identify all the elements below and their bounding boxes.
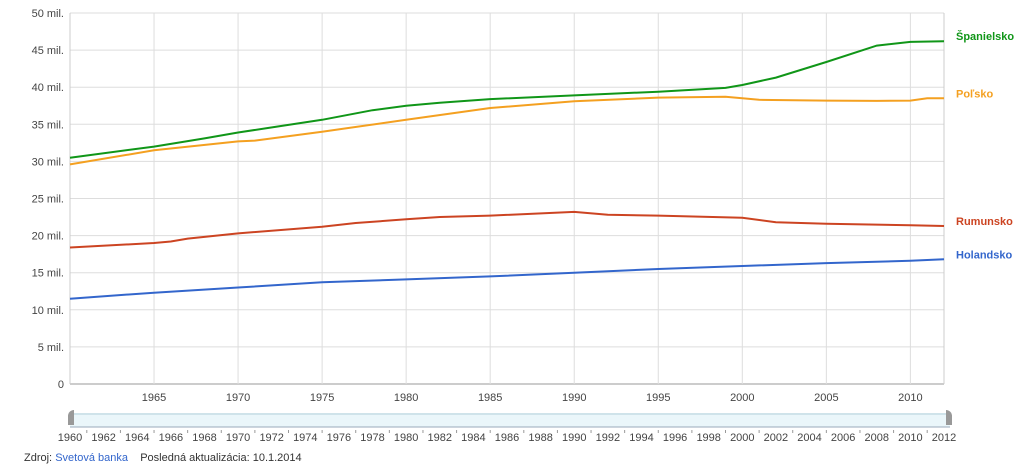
y-tick-label: 15 mil. xyxy=(32,268,64,280)
source-link[interactable]: Svetová banka xyxy=(55,452,128,464)
series-line-Španielsko xyxy=(69,40,945,159)
slider-year-label: 1992 xyxy=(596,432,620,444)
slider-year-label: 1990 xyxy=(562,432,586,444)
y-tick-label: 40 mil. xyxy=(32,82,64,94)
y-tick-label: 10 mil. xyxy=(32,305,64,317)
line-chart: 0 5 mil. 10 mil. 15 mil. 20 mil. 25 mil. 30 mi… xyxy=(32,8,1015,444)
x-tick-label: 1990 xyxy=(562,392,586,404)
legend-label: Holandsko xyxy=(956,249,1013,261)
series-line-Rumunsko xyxy=(69,210,945,249)
slider-year-label: 1970 xyxy=(226,432,250,444)
slider-year-label: 1976 xyxy=(327,432,351,444)
legend-label: Rumunsko xyxy=(956,216,1013,228)
slider-year-label: 1960 xyxy=(58,432,82,444)
slider-year-label: 2012 xyxy=(932,432,956,444)
slider-year-label: 1982 xyxy=(428,432,452,444)
slider-handle-left[interactable] xyxy=(68,410,74,425)
y-tick-label: 25 mil. xyxy=(32,194,64,206)
x-tick-label: 1995 xyxy=(646,392,670,404)
slider-track xyxy=(70,414,950,427)
y-tick-label: 45 mil. xyxy=(32,45,64,57)
x-tick-label: 1965 xyxy=(142,392,166,404)
slider-handle-right[interactable] xyxy=(946,410,952,425)
x-tick-label: 1985 xyxy=(478,392,502,404)
y-tick-label: 50 mil. xyxy=(32,8,64,20)
slider-year-label: 1994 xyxy=(629,432,653,444)
legend-label: Španielsko xyxy=(956,30,1014,43)
x-tick-label: 1975 xyxy=(310,392,334,404)
x-tick-label: 2005 xyxy=(814,392,838,404)
slider-year-label: 1972 xyxy=(259,432,283,444)
slider-year-label: 1988 xyxy=(528,432,552,444)
x-tick-label: 1980 xyxy=(394,392,418,404)
slider-year-label: 1980 xyxy=(394,432,418,444)
slider-year-label: 1968 xyxy=(192,432,216,444)
slider-year-label: 1984 xyxy=(461,432,485,444)
x-tick-label: 2010 xyxy=(898,392,922,404)
slider-track-top xyxy=(70,413,950,415)
slider-year-label: 2004 xyxy=(797,432,821,444)
slider-year-label: 1996 xyxy=(663,432,687,444)
slider-year-label: 1974 xyxy=(293,432,317,444)
x-tick-label: 2000 xyxy=(730,392,754,404)
series-line-Poľsko xyxy=(69,95,944,166)
slider-year-label: 1978 xyxy=(360,432,384,444)
x-tick-label: 1970 xyxy=(226,392,250,404)
slider-year-label: 2002 xyxy=(764,432,788,444)
slider-year-label: 1998 xyxy=(696,432,720,444)
y-tick-label: 35 mil. xyxy=(32,119,64,131)
slider-year-label: 1986 xyxy=(495,432,519,444)
y-tick-label: 20 mil. xyxy=(32,231,64,243)
y-tick-label: 30 mil. xyxy=(32,156,64,168)
last-updated: Posledná aktualizácia: 10.1.2014 xyxy=(140,452,302,464)
y-tick-label: 5 mil. xyxy=(38,342,64,354)
series-line-Holandsko xyxy=(69,258,945,300)
source-label: Zdroj: xyxy=(24,452,53,464)
slider-year-label: 1964 xyxy=(125,432,149,444)
slider-year-label: 1966 xyxy=(159,432,183,444)
slider-year-label: 2010 xyxy=(898,432,922,444)
legend-label: Poľsko xyxy=(956,88,994,100)
footer: Zdroj: Svetová banka Posledná aktualizác… xyxy=(24,452,302,464)
y-tick-label: 0 xyxy=(58,379,64,391)
slider-year-label: 2006 xyxy=(831,432,855,444)
slider-year-label: 2000 xyxy=(730,432,754,444)
slider-year-label: 2008 xyxy=(865,432,889,444)
slider-year-label: 1962 xyxy=(91,432,115,444)
